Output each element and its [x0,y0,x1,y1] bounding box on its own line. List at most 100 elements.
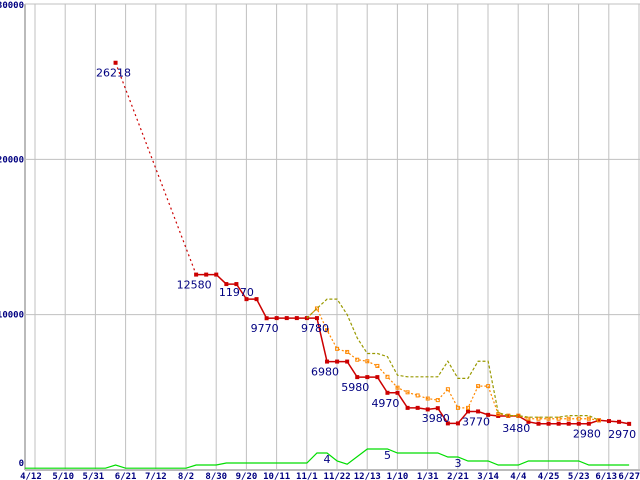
min-price-point [435,406,440,411]
avg-price-point [536,416,541,421]
x-tick-label: 1/10 [387,472,409,480]
min-price-point [576,421,581,426]
min-price-point [455,421,460,426]
min-price-point [204,272,209,277]
data-label: 3980 [422,412,450,425]
avg-price-point [395,385,400,390]
avg-price-point [355,357,360,362]
shop-count-line [24,448,630,469]
min-price-point [325,359,330,364]
x-tick-label: 1/31 [417,472,439,480]
min-price-point [264,316,269,321]
avg-price-point [425,396,430,401]
min-price-point [506,413,511,418]
min-price-point [566,421,571,426]
data-label: 26218 [96,67,131,80]
min-price-point [244,297,249,302]
min-price-point [375,375,380,380]
x-tick-label: 11/1 [296,472,318,480]
avg-price-point [335,346,340,351]
x-tick-label: 6/13 [595,472,617,480]
x-axis-ticks: 4/12 5/10 5/31 6/21 7/12 8/2 8/30 9/20 10/11 11/1… [20,472,640,480]
x-tick-label: 6/27 [618,472,640,480]
min-price-line [196,273,630,425]
avg-price-point [415,393,420,398]
min-price-point [113,60,118,65]
x-tick-label: 4/12 [20,472,42,480]
x-tick-label: 2/21 [447,472,469,480]
avg-price-series [306,306,601,423]
data-label: 11970 [219,286,254,299]
min-price-point [476,409,481,414]
avg-price-point [375,363,380,368]
avg-price-point [345,349,350,354]
avg-price-point [586,416,591,421]
x-tick-label: 6/21 [115,472,137,480]
x-tick-label: 5/23 [568,472,590,480]
avg-price-point [455,405,460,410]
avg-price-point [385,374,390,379]
min-price-point [405,405,410,410]
min-price-point [355,375,360,380]
min-price-point [546,421,551,426]
min-price-point [314,316,319,321]
min-price-point [335,359,340,364]
min-price-point [486,412,491,417]
avg-price-point [576,416,581,421]
min-price-point [445,421,450,426]
avg-price-point [566,416,571,421]
avg-price-point [526,416,531,421]
min-price-point [294,316,299,321]
min-price-point [415,405,420,410]
y-tick-label: 0 [19,459,24,469]
min-price-point [536,421,541,426]
shop-count-series [24,448,630,469]
min-price-point [556,421,561,426]
data-label: 9780 [301,322,329,335]
data-label: 2980 [573,428,601,441]
min-price-point [526,419,531,424]
x-tick-label: 5/31 [83,472,105,480]
data-label: 5980 [341,381,369,394]
data-label: 2970 [608,428,636,441]
x-tick-label: 4/4 [510,472,527,480]
data-label: 3 [454,457,461,470]
x-tick-label: 11/22 [324,472,351,480]
max-price-series [306,298,600,421]
avg-price-point [546,416,551,421]
min-price-point [234,282,239,287]
min-price-point [385,390,390,395]
min-price-point [606,419,611,424]
x-tick-label: 9/20 [236,472,258,480]
data-label: 12580 [177,279,212,292]
data-label: 3770 [462,415,490,428]
y-axis-ticks: 30000 20000 10000 0 [0,1,24,469]
avg-price-point [476,384,481,389]
x-tick-label: 3/14 [477,472,499,480]
avg-price-point [466,405,471,410]
y-tick-label: 10000 [0,311,24,321]
min-price-point [425,407,430,412]
min-price-series [113,60,632,426]
y-tick-label: 20000 [0,155,24,165]
min-price-point [466,409,471,414]
min-price-point [365,375,370,380]
series-lines [24,60,632,469]
avg-price-point [556,416,561,421]
y-tick-label: 30000 [0,1,24,11]
avg-price-point [325,328,330,333]
min-price-point [617,419,622,424]
data-label: 3480 [502,422,530,435]
avg-price-line [306,307,600,421]
min-price-point [586,421,591,426]
avg-price-point [365,359,370,364]
data-label: 4970 [371,397,399,410]
x-tick-label: 5/10 [52,472,74,480]
data-label: 5 [384,449,391,462]
avg-price-point [314,306,319,311]
max-price-line [306,298,600,421]
x-tick-label: 7/12 [145,472,167,480]
min-price-point [224,282,229,287]
min-price-point [254,297,259,302]
min-price-point [284,316,289,321]
